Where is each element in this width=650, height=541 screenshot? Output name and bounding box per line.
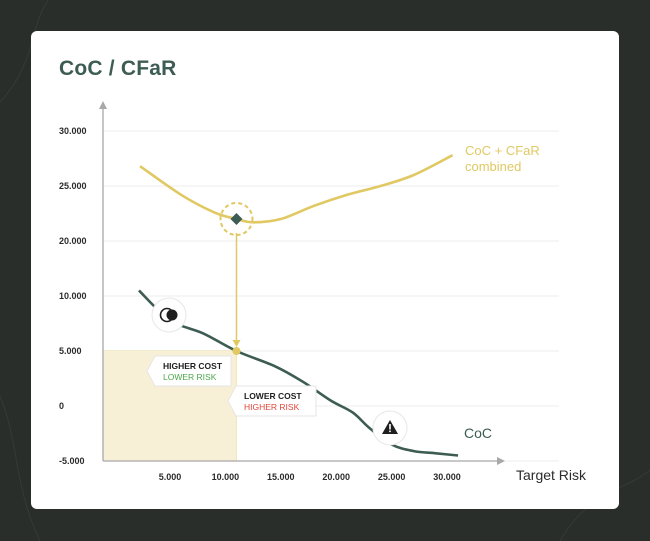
highlight-markers: [219, 202, 254, 355]
callout-higher-cost-title: HIGHER COST: [163, 361, 223, 371]
series-line-coc: [138, 289, 459, 457]
highlight-point-coc: [232, 347, 241, 355]
highlight-diamond: [230, 213, 243, 225]
callout-higher-cost-box: [146, 355, 232, 387]
callout-lower-cost-box: [227, 385, 317, 417]
connector-arrowhead: [232, 340, 241, 347]
warning-icon: [372, 410, 408, 446]
x-tick-label: 25.000: [378, 472, 406, 482]
series-label-coc: CoC: [464, 425, 492, 441]
axes: [99, 101, 505, 465]
y-tick-label: 10.000: [59, 291, 87, 301]
y-tick-label: 20.000: [59, 236, 87, 246]
x-axis-label: Target Risk: [516, 467, 587, 483]
x-tick-label: 30.000: [433, 472, 461, 482]
series-label-combined-line: combined: [465, 159, 521, 174]
y-tick-label: 5.000: [59, 346, 82, 356]
coin-icon: [151, 297, 187, 333]
y-tick-label: 0: [59, 401, 64, 411]
x-tick-label: 15.000: [267, 472, 295, 482]
callout-higher-cost-subtitle: LOWER RISK: [163, 372, 217, 382]
y-tick-label: 30.000: [59, 126, 87, 136]
y-tick-label: 25.000: [59, 181, 87, 191]
y-tick-label: -5.000: [59, 456, 85, 466]
icons: [151, 297, 408, 446]
x-tick-label: 10.000: [212, 472, 240, 482]
y-tick-labels: -5.000 0 5.000 10.000 20.000 25.000 30.000: [59, 126, 87, 466]
y-axis-arrow: [99, 101, 107, 109]
series-label-combined: CoC + CFaR combined: [465, 143, 540, 174]
series-label-combined-line: CoC + CFaR: [465, 143, 540, 158]
x-tick-label: 5.000: [159, 472, 182, 482]
x-axis-arrow: [497, 457, 505, 465]
callout-lower-cost-title: LOWER COST: [244, 391, 302, 401]
chart-svg: -5.000 0 5.000 10.000 20.000 25.000 30.000 5.0…: [59, 101, 587, 483]
chart-title: CoC / CFaR: [59, 57, 177, 80]
x-tick-label: 20.000: [322, 472, 350, 482]
highlight-ring: [219, 202, 254, 236]
connector-arrow: [232, 233, 241, 347]
series-line-combined: [139, 154, 454, 224]
chart-card: CoC / CFaR -5.000 0 5.000 10.000 20.000 25.00…: [31, 31, 619, 509]
x-tick-labels: 5.000 10.000 15.000 20.000 25.000 30.000: [159, 472, 461, 482]
callout-lower-cost-subtitle: HIGHER RISK: [244, 402, 300, 412]
